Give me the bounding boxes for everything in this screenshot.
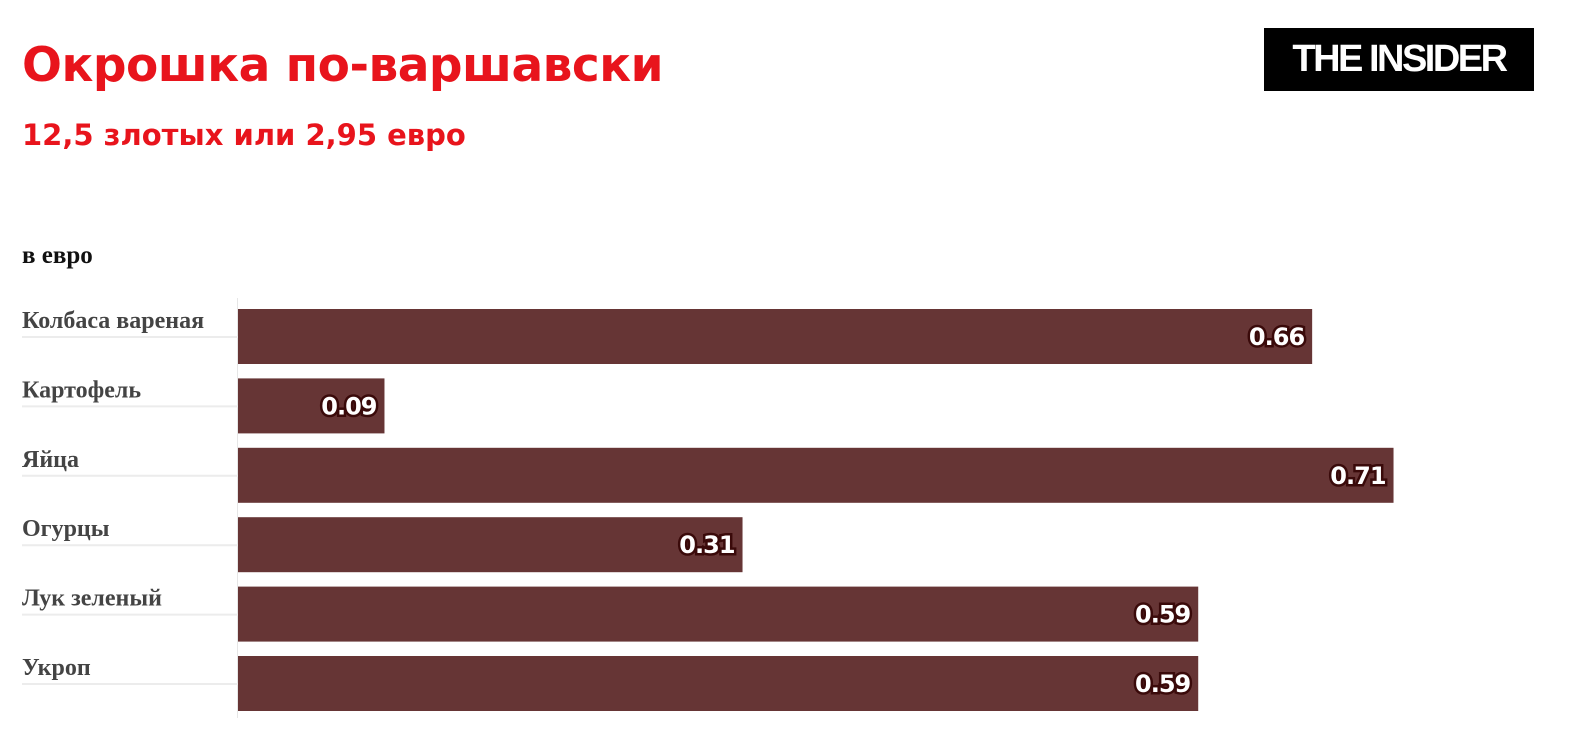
bar: [238, 309, 1313, 364]
category-label: Укроп: [22, 655, 91, 681]
data-label: 0.31: [679, 531, 735, 559]
category-label: Яйца: [22, 447, 79, 473]
bar: [238, 586, 1199, 642]
bar: [238, 378, 385, 434]
bar: [238, 517, 743, 573]
category-label: Колбаса вареная: [22, 308, 204, 334]
data-label: 0.59: [1135, 601, 1191, 629]
unit-label: в евро: [22, 242, 93, 269]
bar: [238, 447, 1394, 503]
data-label: 0.09: [321, 392, 377, 420]
data-label: 0.71: [1330, 462, 1386, 490]
data-label: 0.66: [1249, 323, 1305, 351]
chart-subtitle: 12,5 злотых или 2,95 евро: [22, 118, 466, 152]
category-label: Огурцы: [22, 516, 110, 542]
data-label: 0.59: [1135, 670, 1191, 698]
category-label: Картофель: [22, 377, 141, 403]
chart-title: Окрошка по-варшавски: [22, 38, 664, 93]
bar: [238, 656, 1199, 711]
the-insider-logo: THE INSIDER: [1264, 28, 1534, 91]
category-label: Лук зеленый: [22, 586, 162, 612]
